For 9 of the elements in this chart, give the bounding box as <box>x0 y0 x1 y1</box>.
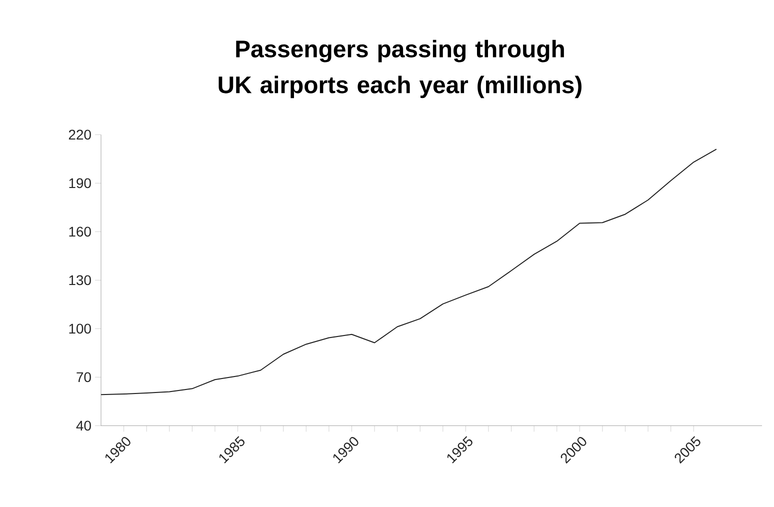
y-tick-label: 220 <box>68 130 91 140</box>
y-tick-label: 100 <box>69 324 91 334</box>
y-tick-label: 130 <box>69 275 91 286</box>
y-tick-label: 190 <box>69 178 91 188</box>
y-tick-label: 40 <box>76 420 91 431</box>
chart-title: Passengers passing through UK airports each year (millions) <box>218 40 582 98</box>
y-tick-label: 70 <box>76 372 91 382</box>
line-series <box>101 148 717 396</box>
y-tick-label: 160 <box>69 226 91 237</box>
